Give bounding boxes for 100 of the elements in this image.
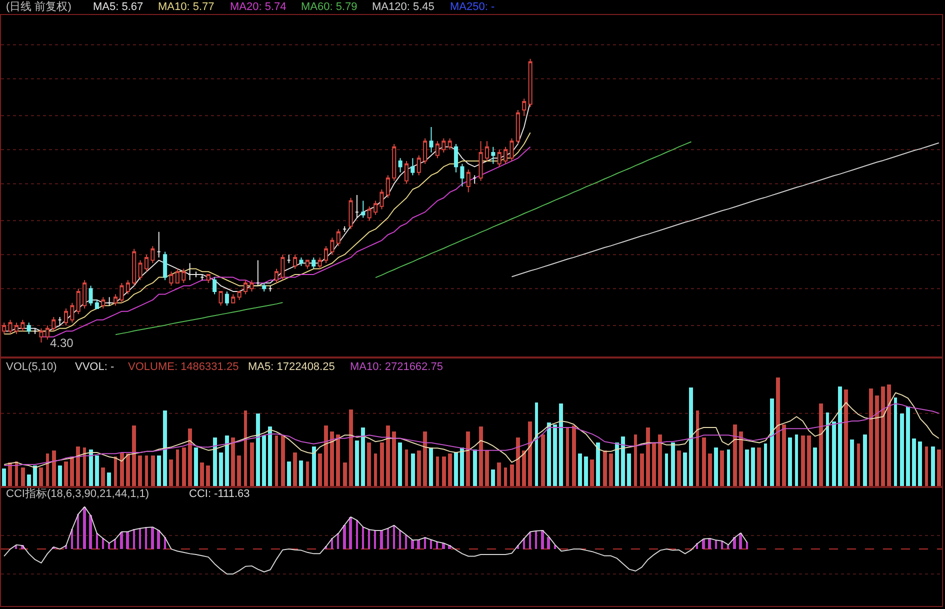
bar — [411, 453, 415, 486]
bar — [863, 434, 867, 486]
candlestick — [442, 138, 446, 154]
text: MA20: 5.74 — [230, 1, 286, 13]
candlestick — [336, 228, 340, 247]
bar — [727, 545, 729, 550]
bar — [504, 467, 507, 486]
candlestick — [416, 154, 421, 176]
bar — [510, 464, 514, 486]
candlestick — [126, 280, 130, 295]
bar — [491, 469, 495, 486]
bar — [894, 397, 897, 486]
bar — [361, 427, 365, 486]
bar — [541, 530, 544, 550]
bar — [145, 527, 147, 550]
bar — [8, 462, 12, 486]
bar — [169, 459, 173, 486]
candlestick — [361, 200, 366, 218]
bar — [318, 453, 322, 486]
bar — [547, 422, 551, 486]
bar — [683, 452, 687, 486]
legend-label: MA250: - — [450, 1, 495, 13]
bar — [621, 436, 625, 486]
bar — [151, 527, 154, 550]
bar — [163, 410, 167, 486]
candlestick — [348, 197, 353, 230]
chart-title: (日线 前复权) — [6, 0, 72, 13]
bar — [15, 461, 18, 486]
bar — [250, 442, 254, 486]
bar — [850, 439, 854, 486]
bar — [374, 530, 376, 550]
bar — [77, 514, 79, 550]
bar — [336, 434, 340, 486]
candlestick — [318, 256, 322, 270]
bar — [83, 447, 86, 486]
candlestick — [39, 328, 44, 344]
bar — [188, 428, 192, 486]
bar — [733, 537, 736, 550]
candlestick — [231, 294, 236, 304]
bar — [535, 402, 538, 486]
bar — [102, 538, 104, 550]
bar — [275, 435, 278, 486]
bar — [58, 465, 62, 486]
bar — [133, 529, 135, 550]
candlestick — [454, 144, 458, 173]
bar — [145, 455, 148, 486]
bar — [176, 449, 179, 486]
candlestick — [244, 280, 248, 295]
bar — [343, 525, 346, 550]
bar — [213, 437, 217, 486]
bar — [727, 449, 730, 486]
bar — [429, 447, 433, 486]
bar — [665, 453, 668, 486]
bar — [813, 447, 817, 486]
bar — [114, 456, 117, 486]
bar — [380, 530, 383, 550]
candlestick — [312, 256, 316, 270]
bar — [330, 431, 334, 486]
candlestick — [132, 248, 136, 286]
bar — [405, 535, 407, 550]
bar — [832, 421, 836, 486]
bar — [89, 515, 92, 550]
bar — [454, 452, 458, 486]
candlestick — [14, 322, 18, 335]
bar — [157, 455, 161, 486]
text: MA10: 2721662.75 — [350, 361, 443, 373]
bar — [21, 467, 25, 486]
bar — [757, 447, 761, 486]
text: CCI: -111.63 — [189, 488, 250, 500]
candlestick — [491, 146, 496, 164]
bar — [268, 426, 272, 486]
bar — [746, 542, 748, 550]
candlestick — [280, 254, 285, 281]
candlestick — [45, 325, 50, 340]
candlestick — [76, 288, 80, 315]
candlestick — [169, 271, 174, 286]
candlestick — [194, 271, 198, 278]
bar — [182, 447, 186, 486]
bar — [720, 450, 724, 486]
bar — [528, 421, 532, 486]
candlestick — [497, 149, 502, 168]
bar — [120, 532, 123, 550]
bar — [912, 438, 916, 486]
candlestick — [94, 299, 99, 309]
chart-title: CCI指标(18,6,3,90,21,44,1,1) — [6, 488, 150, 500]
bar — [522, 450, 526, 486]
candlestick — [330, 237, 334, 256]
bar — [615, 442, 619, 486]
candlestick — [150, 246, 155, 264]
candlestick — [435, 140, 440, 159]
candlestick — [478, 140, 483, 182]
bar — [838, 386, 842, 486]
candlestick — [374, 200, 378, 216]
bar — [708, 538, 711, 550]
bar — [405, 449, 408, 486]
candlestick — [237, 290, 242, 300]
bar — [937, 449, 941, 486]
bar — [689, 387, 693, 486]
bar — [430, 540, 432, 550]
bar — [39, 467, 43, 486]
